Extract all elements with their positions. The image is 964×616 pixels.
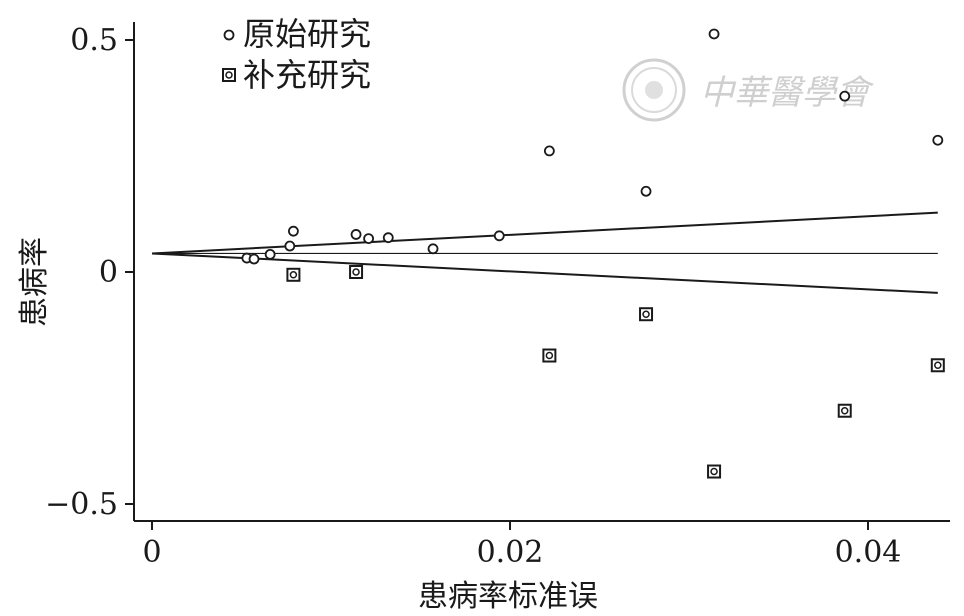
supplementary-study-point [707,464,722,479]
watermark-seal-icon [622,58,686,122]
y-tick-label: 0 [99,255,118,290]
x-tick-label: 0.02 [477,535,544,570]
data-points [241,28,945,479]
legend-label-original: 原始研究 [243,15,371,53]
original-study-point [382,232,394,244]
supplementary-study-point [837,403,852,418]
original-study-point [363,233,374,244]
x-tick-label: 0 [142,535,161,570]
legend-item-supplementary: 补充研究 [222,56,371,94]
original-study-point [248,253,260,265]
supplementary-study-point [639,307,654,322]
original-study-point [543,145,555,157]
original-study-point [839,90,851,102]
original-study-point [640,185,652,197]
watermark: 中華醫學會 [622,58,875,122]
supplementary-study-point [930,358,945,373]
supplementary-study-point [286,267,301,282]
x-tick-label: 0.04 [835,535,902,570]
legend-circle-marker [223,29,235,41]
upper-bound-line [151,211,938,255]
original-study-point [264,248,276,260]
lower-bound-line [151,252,938,294]
legend-item-original: 原始研究 [223,15,371,53]
ticks: 0 0.02 0.04 0.5 0 −0.5 [45,23,901,570]
original-study-point [288,225,299,237]
x-axis-label: 患病率标准误 [418,579,598,614]
legend-square-inner-marker [225,71,233,79]
legend-label-supplementary: 补充研究 [243,56,371,94]
original-study-point [284,240,296,252]
supplementary-study-point [542,348,557,363]
original-study-point [427,243,439,255]
legend: 原始研究 补充研究 [222,15,371,94]
supplementary-study-point [349,265,364,279]
original-study-point [708,28,720,40]
y-tick-label: −0.5 [45,487,118,522]
y-axis-label: 患病率 [17,237,52,327]
original-study-point [932,134,944,146]
original-study-point [493,230,505,242]
original-study-point [350,229,362,240]
reference-lines [151,211,938,294]
y-tick-label: 0.5 [70,23,118,58]
